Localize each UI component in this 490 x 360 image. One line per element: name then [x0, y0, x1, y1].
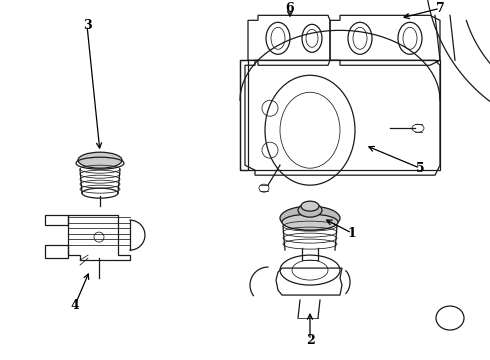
Text: 7: 7	[436, 2, 444, 15]
Text: 3: 3	[83, 19, 91, 32]
Text: 5: 5	[416, 162, 424, 175]
Text: 6: 6	[286, 2, 294, 15]
Text: 1: 1	[347, 226, 356, 240]
Text: 2: 2	[306, 333, 315, 347]
Text: 4: 4	[71, 298, 79, 311]
Ellipse shape	[282, 214, 338, 230]
Ellipse shape	[298, 203, 322, 217]
Ellipse shape	[280, 206, 340, 230]
Ellipse shape	[301, 201, 319, 211]
Ellipse shape	[78, 152, 122, 168]
